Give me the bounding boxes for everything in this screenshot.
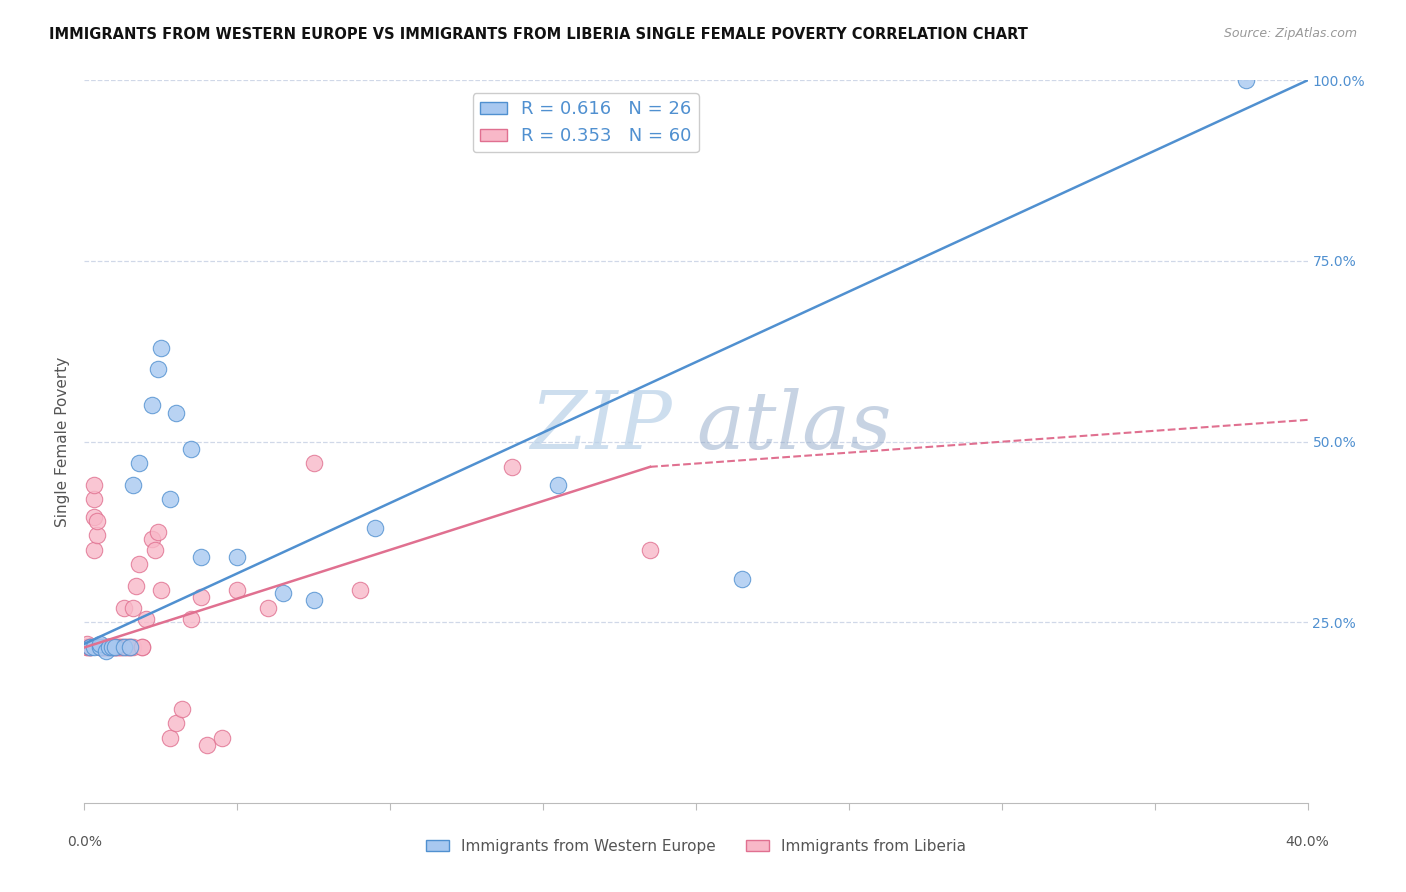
Point xyxy=(104,640,127,655)
Point xyxy=(135,611,157,625)
Point xyxy=(112,640,135,655)
Text: 40.0%: 40.0% xyxy=(1285,835,1330,849)
Point xyxy=(115,640,138,655)
Point xyxy=(107,640,129,655)
Point xyxy=(94,644,117,658)
Point xyxy=(83,478,105,492)
Point xyxy=(149,341,172,355)
Point xyxy=(731,572,754,586)
Point xyxy=(143,542,166,557)
Point xyxy=(89,640,111,655)
Point xyxy=(146,362,169,376)
Point xyxy=(94,640,117,655)
Point xyxy=(76,637,98,651)
Point xyxy=(91,640,114,655)
Point xyxy=(159,731,181,745)
Point xyxy=(86,514,108,528)
Point xyxy=(110,640,132,655)
Point xyxy=(165,716,187,731)
Point xyxy=(79,640,101,655)
Point xyxy=(146,524,169,539)
Point xyxy=(1236,73,1258,87)
Point xyxy=(502,459,524,474)
Point xyxy=(110,640,132,655)
Point xyxy=(226,582,249,597)
Point xyxy=(128,558,150,572)
Point xyxy=(83,510,105,524)
Point xyxy=(89,637,111,651)
Text: 0.0%: 0.0% xyxy=(67,835,101,849)
Point xyxy=(122,600,145,615)
Text: atlas: atlas xyxy=(696,388,891,466)
Point xyxy=(101,640,124,655)
Point xyxy=(120,640,142,655)
Point xyxy=(159,492,181,507)
Point xyxy=(349,582,371,597)
Point xyxy=(79,640,101,655)
Point xyxy=(91,640,114,655)
Point xyxy=(83,640,105,655)
Point xyxy=(141,532,163,546)
Point xyxy=(131,640,153,655)
Point xyxy=(122,640,145,655)
Point xyxy=(131,640,153,655)
Point xyxy=(97,640,120,655)
Point xyxy=(79,640,101,655)
Point xyxy=(86,528,108,542)
Point xyxy=(112,640,135,655)
Point xyxy=(141,398,163,412)
Point xyxy=(83,542,105,557)
Point xyxy=(190,590,212,604)
Point xyxy=(101,640,124,655)
Point xyxy=(94,640,117,655)
Point xyxy=(120,640,142,655)
Point xyxy=(89,640,111,655)
Point xyxy=(89,640,111,655)
Point xyxy=(125,579,148,593)
Point xyxy=(101,640,124,655)
Text: IMMIGRANTS FROM WESTERN EUROPE VS IMMIGRANTS FROM LIBERIA SINGLE FEMALE POVERTY : IMMIGRANTS FROM WESTERN EUROPE VS IMMIGR… xyxy=(49,27,1028,42)
Point xyxy=(547,478,569,492)
Legend: Immigrants from Western Europe, Immigrants from Liberia: Immigrants from Western Europe, Immigran… xyxy=(419,833,973,860)
Point xyxy=(149,582,172,597)
Point xyxy=(172,702,194,716)
Point xyxy=(122,478,145,492)
Point xyxy=(211,731,233,745)
Point xyxy=(257,600,280,615)
Point xyxy=(180,611,202,625)
Point xyxy=(112,600,135,615)
Point xyxy=(638,542,661,557)
Point xyxy=(364,521,387,535)
Point xyxy=(104,640,127,655)
Point xyxy=(128,456,150,470)
Y-axis label: Single Female Poverty: Single Female Poverty xyxy=(55,357,70,526)
Point xyxy=(302,593,325,607)
Text: Source: ZipAtlas.com: Source: ZipAtlas.com xyxy=(1223,27,1357,40)
Point xyxy=(302,456,325,470)
Point xyxy=(97,640,120,655)
Point xyxy=(91,640,114,655)
Point xyxy=(115,640,138,655)
Point xyxy=(76,640,98,655)
Point xyxy=(226,550,249,565)
Point xyxy=(120,640,142,655)
Point xyxy=(107,640,129,655)
Point xyxy=(190,550,212,565)
Text: ZIP: ZIP xyxy=(530,388,672,466)
Point xyxy=(180,442,202,456)
Point xyxy=(195,738,218,752)
Point xyxy=(271,586,294,600)
Point xyxy=(104,640,127,655)
Point xyxy=(83,492,105,507)
Point xyxy=(76,640,98,655)
Point xyxy=(165,406,187,420)
Point xyxy=(79,640,101,655)
Point xyxy=(104,640,127,655)
Point xyxy=(97,640,120,655)
